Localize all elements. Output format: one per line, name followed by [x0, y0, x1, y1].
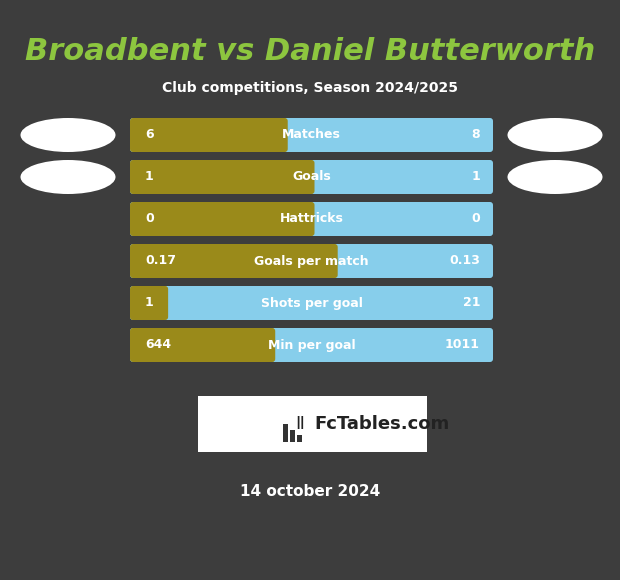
Text: Shots per goal: Shots per goal [260, 296, 363, 310]
Ellipse shape [508, 118, 603, 152]
Bar [296, 435, 301, 442]
Text: 0.13: 0.13 [449, 255, 480, 267]
FancyBboxPatch shape [130, 160, 493, 194]
Text: 0: 0 [471, 212, 480, 226]
Text: 644: 644 [145, 339, 171, 351]
Text: 21: 21 [463, 296, 480, 310]
FancyBboxPatch shape [130, 202, 314, 236]
Text: Min per goal: Min per goal [268, 339, 355, 351]
Text: 1: 1 [145, 296, 154, 310]
Text: Broadbent vs Daniel Butterworth: Broadbent vs Daniel Butterworth [25, 38, 595, 67]
Ellipse shape [20, 160, 115, 194]
FancyBboxPatch shape [130, 286, 493, 320]
Text: Matches: Matches [282, 129, 341, 142]
Bar [290, 430, 294, 442]
Text: 1011: 1011 [445, 339, 480, 351]
Text: 6: 6 [145, 129, 154, 142]
Text: 0: 0 [145, 212, 154, 226]
Text: FcTables.com: FcTables.com [314, 415, 450, 433]
FancyBboxPatch shape [130, 244, 493, 278]
Bar [283, 424, 288, 442]
Ellipse shape [20, 118, 115, 152]
Text: Goals: Goals [292, 171, 331, 183]
Text: Goals per match: Goals per match [254, 255, 369, 267]
Text: 8: 8 [471, 129, 480, 142]
FancyBboxPatch shape [130, 328, 493, 362]
Text: Ⅱ: Ⅱ [296, 415, 304, 433]
FancyBboxPatch shape [130, 244, 338, 278]
FancyBboxPatch shape [130, 202, 493, 236]
Text: 1: 1 [471, 171, 480, 183]
FancyBboxPatch shape [130, 118, 288, 152]
Text: Hattricks: Hattricks [280, 212, 343, 226]
Text: 14 october 2024: 14 october 2024 [240, 484, 380, 499]
FancyBboxPatch shape [130, 160, 314, 194]
Text: Club competitions, Season 2024/2025: Club competitions, Season 2024/2025 [162, 81, 458, 95]
FancyBboxPatch shape [130, 328, 275, 362]
Text: 0.17: 0.17 [145, 255, 176, 267]
FancyBboxPatch shape [130, 286, 168, 320]
FancyBboxPatch shape [130, 118, 493, 152]
FancyBboxPatch shape [198, 396, 427, 452]
Ellipse shape [508, 160, 603, 194]
Text: 1: 1 [145, 171, 154, 183]
